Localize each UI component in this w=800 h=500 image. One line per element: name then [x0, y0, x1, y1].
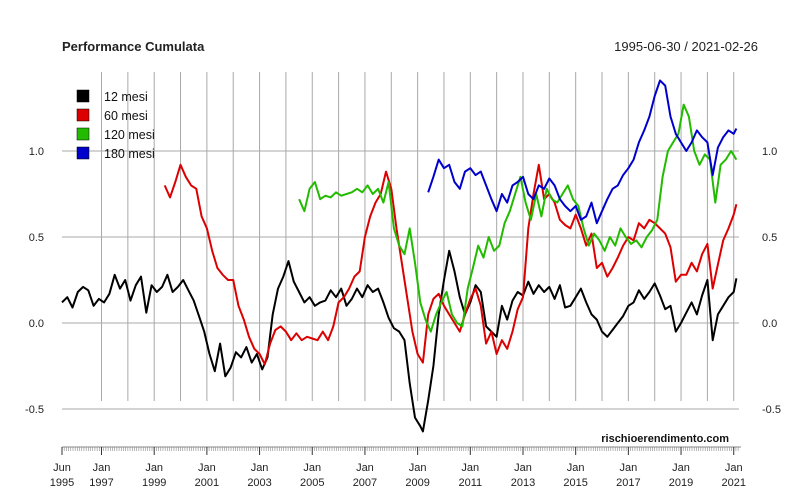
series-line-120-mesi — [298, 103, 738, 333]
x-tick-month: Jan — [356, 462, 374, 474]
series-lines — [61, 79, 738, 433]
x-tick-month: Jan — [672, 462, 690, 474]
x-tick-year: 1995 — [50, 477, 74, 489]
legend-swatch — [76, 127, 90, 141]
x-tick-year: 2011 — [458, 477, 482, 489]
x-tick-month: Jan — [567, 462, 585, 474]
x-tick-year: 2015 — [563, 477, 587, 489]
x-tick-month: Jan — [514, 462, 532, 474]
y-tick-label-right: 0.0 — [762, 318, 777, 330]
x-tick-year: 2021 — [721, 477, 745, 489]
x-tick-year: 2005 — [300, 477, 324, 489]
y-tick-label-left: 1.0 — [29, 146, 44, 158]
x-tick-month: Jan — [303, 462, 321, 474]
horizontal-gridlines — [62, 150, 739, 410]
x-tick-month: Jan — [409, 462, 427, 474]
x-tick-year: 2019 — [669, 477, 693, 489]
y-tick-label-left: -0.5 — [25, 404, 44, 416]
series-line-180-mesi — [427, 79, 738, 225]
x-tick-year: 2003 — [247, 477, 271, 489]
x-tick-year: 2001 — [195, 477, 219, 489]
x-tick-month: Jan — [725, 462, 743, 474]
x-tick-year: 2013 — [511, 477, 535, 489]
x-tick-year: 2009 — [405, 477, 429, 489]
y-tick-label-right: 1.0 — [762, 146, 777, 158]
y-tick-label-right: -0.5 — [762, 404, 781, 416]
legend-swatch — [76, 89, 90, 103]
source-credit: rischioerendimento.com — [601, 433, 729, 445]
x-tick-year: 2017 — [616, 477, 640, 489]
y-axis-left: -0.5 0.0 0.5 1.0 — [25, 146, 44, 416]
chart-title: Performance Cumulata — [62, 39, 205, 54]
legend: 12 mesi 60 mesi 120 mesi 180 mesi — [76, 89, 155, 161]
series-line-12-mesi — [61, 249, 738, 433]
x-tick-year: 1999 — [142, 477, 166, 489]
x-tick-month: Jun — [53, 462, 71, 474]
x-axis-minor-ticks — [61, 447, 739, 451]
y-tick-label-right: 0.5 — [762, 232, 777, 244]
series-line-60-mesi — [163, 163, 738, 366]
y-tick-label-left: 0.5 — [29, 232, 44, 244]
x-tick-year: 1997 — [89, 477, 113, 489]
x-tick-month: Jan — [251, 462, 269, 474]
x-tick-month: Jan — [619, 462, 637, 474]
legend-label: 180 mesi — [104, 147, 155, 161]
y-axis-right: -0.5 0.0 0.5 1.0 — [762, 146, 781, 416]
legend-swatch — [76, 146, 90, 160]
legend-label: 12 mesi — [104, 90, 148, 104]
x-tick-month: Jan — [461, 462, 479, 474]
y-tick-label-left: 0.0 — [29, 318, 44, 330]
x-tick-month: Jan — [93, 462, 111, 474]
legend-label: 60 mesi — [104, 109, 148, 123]
legend-label: 120 mesi — [104, 128, 155, 142]
x-tick-year: 2007 — [353, 477, 377, 489]
legend-swatch — [76, 108, 90, 122]
x-tick-month: Jan — [198, 462, 216, 474]
date-range: 1995-06-30 / 2021-02-26 — [614, 39, 758, 54]
x-axis-ticks: Jun 1995 Jan 1997 Jan 1999 Jan 2001 Jan 2003 Jan 20… — [50, 447, 746, 489]
x-tick-month: Jan — [145, 462, 163, 474]
